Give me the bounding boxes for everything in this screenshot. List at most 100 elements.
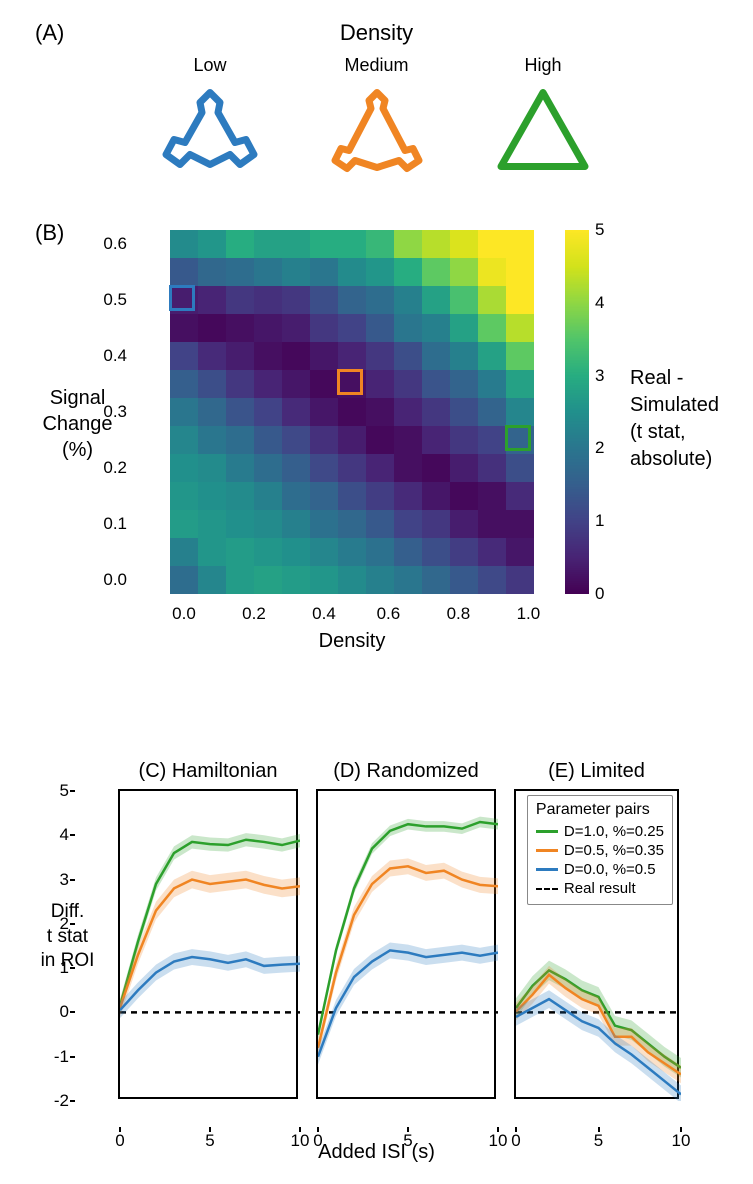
heatmap-cell: [338, 454, 366, 482]
legend-item-label: Real result: [564, 880, 636, 897]
xtick: 1.0: [517, 604, 541, 624]
heatmap-cell: [338, 398, 366, 426]
heatmap-cell: [254, 482, 282, 510]
heatmap-cell: [254, 538, 282, 566]
xtick: 10: [489, 1131, 508, 1151]
ytick: 0.0: [103, 570, 127, 590]
heatmap-cell: [254, 510, 282, 538]
heatmap-cell: [422, 286, 450, 314]
heatmap-cell: [254, 370, 282, 398]
heatmap-cell: [422, 398, 450, 426]
heatmap-cell: [226, 538, 254, 566]
heatmap-cell: [394, 230, 422, 258]
heatmap-cell: [366, 314, 394, 342]
heatmap-cell: [450, 454, 478, 482]
heatmap-cell: [198, 314, 226, 342]
heatmap-cell: [282, 370, 310, 398]
xtick: 5: [594, 1131, 603, 1151]
plot-box: 0510Parameter pairsD=1.0, %=0.25D=0.5, %…: [514, 789, 679, 1099]
heatmap-cell: [254, 258, 282, 286]
legend-item-label: D=1.0, %=0.25: [564, 823, 664, 840]
heatmap-cell: [338, 510, 366, 538]
heatmap-cell: [394, 398, 422, 426]
heatmap-cell: [198, 286, 226, 314]
heatmap-cell: [198, 258, 226, 286]
heatmap-cell: [506, 314, 534, 342]
shapes-row: Low Medium High: [160, 55, 593, 177]
heatmap-cell: [394, 370, 422, 398]
heatmap-cell: [450, 482, 478, 510]
heatmap-cell: [198, 342, 226, 370]
plot-box: -2-10123450510: [118, 789, 298, 1099]
shape-medium: Medium: [327, 55, 427, 177]
heatmap-cell: [366, 510, 394, 538]
heatmap-cell: [310, 426, 338, 454]
heatmap-cell: [170, 482, 198, 510]
heatmap-cell: [394, 566, 422, 594]
heatmap-cell: [366, 482, 394, 510]
heatmap-cell: [506, 566, 534, 594]
heatmap-cell: [338, 566, 366, 594]
heatmap-cell: [338, 426, 366, 454]
heatmap-cell: [170, 342, 198, 370]
heatmap-cell: [338, 370, 366, 398]
colorbar: 012345: [565, 230, 589, 594]
line-panel: (D) Randomized0510: [316, 760, 496, 1099]
panel-a: (A) Density LowMediumHigh: [20, 20, 733, 200]
heatmap-xlabel: Density: [170, 630, 534, 653]
heatmap-cell: [310, 230, 338, 258]
heatmap-cell: [506, 286, 534, 314]
heatmap-cell: [170, 426, 198, 454]
heatmap-cell: [226, 398, 254, 426]
heatmap-cell: [366, 342, 394, 370]
heatmap-cell: [478, 482, 506, 510]
line-panel: (E) Limited0510Parameter pairsD=1.0, %=0…: [514, 760, 679, 1099]
heatmap-cell: [254, 426, 282, 454]
heatmap-cell: [226, 566, 254, 594]
shape-high: High: [493, 55, 593, 177]
heatmap-cell: [310, 538, 338, 566]
heatmap-cell: [170, 510, 198, 538]
shape-label: Medium: [344, 55, 408, 76]
panel-title: (C) Hamiltonian: [118, 760, 298, 783]
heatmap-cell: [198, 454, 226, 482]
xtick: 10: [291, 1131, 310, 1151]
heatmap-cell: [226, 258, 254, 286]
xtick: 0.8: [447, 604, 471, 624]
heatmap-cell: [450, 258, 478, 286]
heatmap-cell: [282, 510, 310, 538]
heatmap-cell: [170, 538, 198, 566]
heatmap-cell: [198, 398, 226, 426]
lineplots-xlabel: Added ISI (s): [20, 1141, 733, 1164]
xtick: 0.6: [377, 604, 401, 624]
heatmap-cell: [282, 538, 310, 566]
heatmap-cell: [366, 566, 394, 594]
xtick: 10: [672, 1131, 691, 1151]
heatmap-cell: [198, 566, 226, 594]
panel-b: (B) SignalChange(%) 0.00.10.20.30.40.50.…: [20, 210, 733, 730]
heatmap-cell: [450, 342, 478, 370]
ytick: 2: [60, 914, 69, 934]
heatmap-cell: [422, 426, 450, 454]
heatmap-cell: [254, 286, 282, 314]
heatmap-cell: [254, 566, 282, 594]
shape-label: Low: [193, 55, 226, 76]
heatmap-cell: [226, 370, 254, 398]
heatmap-cell: [422, 454, 450, 482]
heatmap-cell: [506, 482, 534, 510]
panels-cde-row: (C) Hamiltonian -2-10123450510(D) Randomi…: [20, 760, 733, 1099]
heatmap-cell: [282, 454, 310, 482]
heatmap-cell: [338, 230, 366, 258]
heatmap-cell: [450, 314, 478, 342]
ytick: 4: [60, 825, 69, 845]
heatmap-cell: [338, 538, 366, 566]
heatmap-cell: [478, 538, 506, 566]
heatmap-cell: [422, 482, 450, 510]
heatmap-cell: [282, 314, 310, 342]
heatmap-cell: [282, 286, 310, 314]
heatmap-cell: [478, 370, 506, 398]
heatmap-cell: [478, 230, 506, 258]
heatmap-cell: [394, 314, 422, 342]
panel-a-label: (A): [35, 20, 64, 46]
xtick: 0: [115, 1131, 124, 1151]
